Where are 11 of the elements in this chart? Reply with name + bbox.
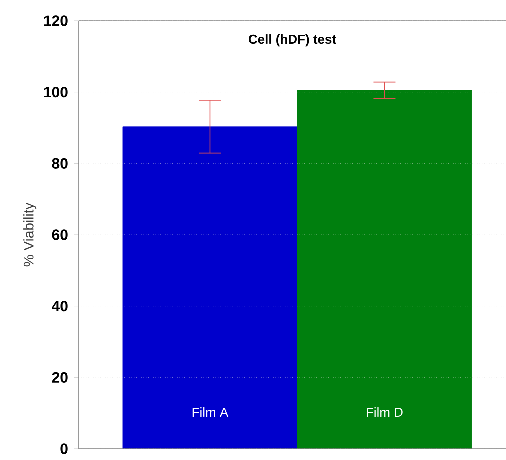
y-tick-label: 80 — [52, 158, 68, 169]
y-tick-label: 100 — [44, 87, 68, 98]
y-axis-title: % Viability — [24, 202, 37, 267]
y-tick-label: 20 — [52, 372, 68, 383]
x-tick-label: Film A — [192, 408, 229, 417]
y-tick-label: 0 — [60, 444, 68, 454]
text: Cell (hDF) test — [248, 34, 336, 47]
y-tick-label: 40 — [52, 301, 68, 312]
x-tick-label: Film D — [367, 408, 403, 417]
y-tick-label: 120 — [44, 16, 68, 26]
y-tick-label: 60 — [52, 230, 68, 240]
